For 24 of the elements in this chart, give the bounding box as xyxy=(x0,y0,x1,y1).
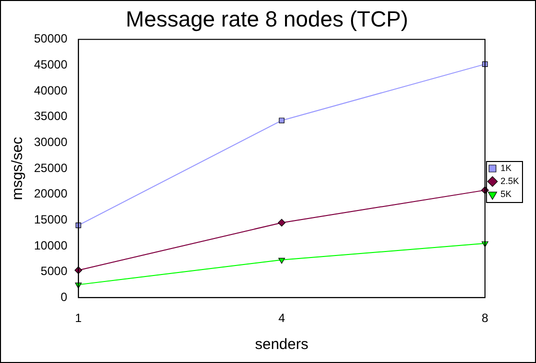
y-tick-label: 0 xyxy=(60,290,68,304)
point xyxy=(482,61,488,67)
y-tick-label: 25000 xyxy=(34,160,68,175)
y-axis-title: msgs/sec xyxy=(9,136,26,200)
legend-label: 5K xyxy=(500,188,512,199)
x-tick-label: 4 xyxy=(278,311,286,326)
y-tick-label: 45000 xyxy=(34,58,68,72)
y-tick-label: 50000 xyxy=(34,32,68,46)
legend-label: 1K xyxy=(500,162,512,173)
chart-title: Message rate 8 nodes (TCP) xyxy=(126,6,408,32)
y-tick-label: 5000 xyxy=(40,264,68,278)
y-tick-label: 10000 xyxy=(34,238,68,252)
y-tick-label: 35000 xyxy=(34,109,68,124)
point xyxy=(278,218,286,227)
y-tick-label: 15000 xyxy=(34,212,68,226)
y-tick-label: 30000 xyxy=(34,134,68,149)
x-tick-label: 1 xyxy=(75,311,82,326)
point xyxy=(278,258,286,264)
legend-label: 2.5K xyxy=(500,176,519,186)
point xyxy=(278,118,284,124)
y-tick-label: 40000 xyxy=(34,83,68,98)
x-axis-title: senders xyxy=(254,336,308,354)
x-tick-label: 8 xyxy=(482,311,489,326)
y-tick-label: 20000 xyxy=(34,186,68,201)
